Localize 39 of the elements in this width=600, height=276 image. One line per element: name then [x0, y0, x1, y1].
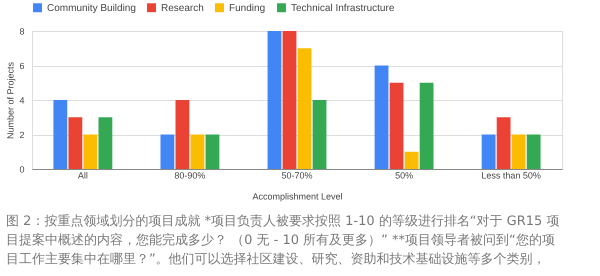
- caption: 图 2：按重点领域划分的项目成就 *项目负责人被要求按照 1-10 的等级进行排名“对于 GR15 项: [6, 214, 560, 229]
- bar: [420, 82, 434, 169]
- y-axis-title: Number of Projects: [5, 61, 16, 140]
- legend-label: Funding: [229, 2, 266, 14]
- bar: [190, 134, 204, 169]
- bar: [68, 117, 82, 169]
- legend-label: Research: [161, 2, 204, 14]
- y-tick-label: 0: [19, 164, 24, 174]
- bar: [268, 31, 282, 169]
- bar: [160, 134, 174, 169]
- bar: [176, 100, 190, 169]
- bar: [83, 134, 98, 169]
- x-tick-label: 80-90%: [174, 170, 206, 180]
- y-tick-label: 4: [19, 96, 24, 106]
- bar: [282, 31, 296, 169]
- x-tick-label: 50-70%: [281, 170, 313, 180]
- x-tick-label: Less than 50%: [481, 170, 541, 180]
- text: 目工作主要集中在哪里？”。他们可以选择社区建设、研究、资助和技术基础设施等多个类别，: [6, 251, 546, 267]
- bar: [512, 134, 526, 169]
- x-axis-title: Accomplishment Level: [252, 192, 343, 202]
- bar: [374, 66, 388, 169]
- bar: [404, 152, 418, 169]
- bar: [482, 134, 496, 169]
- bar: [298, 48, 312, 169]
- bar: [312, 100, 326, 169]
- bar: [206, 134, 220, 169]
- legend-label: Technical Infrastructure: [291, 2, 395, 14]
- legend-label: Community Building: [47, 2, 136, 14]
- bar: [526, 134, 541, 169]
- x-tick-label: All: [78, 170, 88, 180]
- text: 目提案中概述的内容，您能完成多少？ （0 无 - 10 所有及更多）” **项目领导者被问到“您的项: [6, 232, 555, 248]
- bar: [390, 82, 404, 169]
- x-tick-label: 50%: [395, 170, 414, 180]
- y-tick-label: 8: [19, 26, 24, 36]
- y-tick-label: 2: [19, 130, 24, 140]
- bar: [53, 100, 68, 169]
- y-tick-label: 6: [19, 61, 24, 71]
- bar: [496, 117, 511, 169]
- bar: [98, 117, 112, 169]
